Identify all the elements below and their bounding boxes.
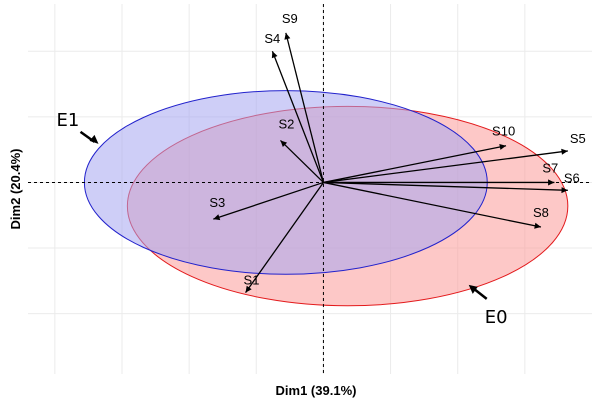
label-s4: S4	[264, 31, 280, 46]
vector-s8	[323, 181, 542, 228]
arrowhead-s6	[561, 187, 568, 194]
ellipse-labels: E1 E0	[57, 110, 508, 328]
arrowhead-s7	[548, 179, 555, 186]
arrowhead-s9	[284, 32, 291, 40]
label-s8: S8	[533, 205, 549, 220]
vector-s10	[323, 145, 507, 184]
label-s2: S2	[278, 116, 294, 131]
arrowhead-s10	[499, 143, 507, 150]
vector-s2	[280, 139, 324, 183]
vector-s6	[323, 181, 568, 191]
variable-vectors	[213, 32, 568, 294]
label-s1: S1	[244, 273, 260, 288]
vector-s9	[285, 32, 325, 183]
pointer-head-e1	[89, 134, 99, 144]
arrowhead-s8	[534, 222, 541, 229]
label-s3: S3	[209, 195, 225, 210]
arrowhead-s3	[213, 214, 221, 221]
label-s10: S10	[492, 124, 515, 139]
arrowhead-s4	[271, 51, 278, 59]
ellipse-label-e0: E0	[485, 307, 508, 328]
arrowhead-s1	[245, 285, 252, 293]
x-axis-title: Dim1 (39.1%)	[276, 383, 357, 398]
label-s9: S9	[282, 11, 298, 26]
label-s7: S7	[542, 160, 558, 175]
label-s6: S6	[564, 170, 580, 185]
vector-s5	[323, 150, 568, 184]
ellipse-label-e1: E1	[57, 110, 80, 131]
arrowhead-s2	[280, 140, 288, 148]
label-s5: S5	[570, 131, 586, 146]
pointer-head-e0	[468, 284, 478, 294]
vector-s4	[271, 50, 325, 183]
vector-s1	[245, 182, 324, 294]
group-ellipses	[83, 90, 569, 307]
arrowhead-s5	[561, 148, 568, 155]
vector-s3	[213, 181, 324, 220]
y-axis-title: Dim2 (20.4%)	[8, 149, 23, 230]
variable-labels: S1 S2 S3 S4 S5 S6 S7 S8 S9 S10	[209, 11, 585, 288]
